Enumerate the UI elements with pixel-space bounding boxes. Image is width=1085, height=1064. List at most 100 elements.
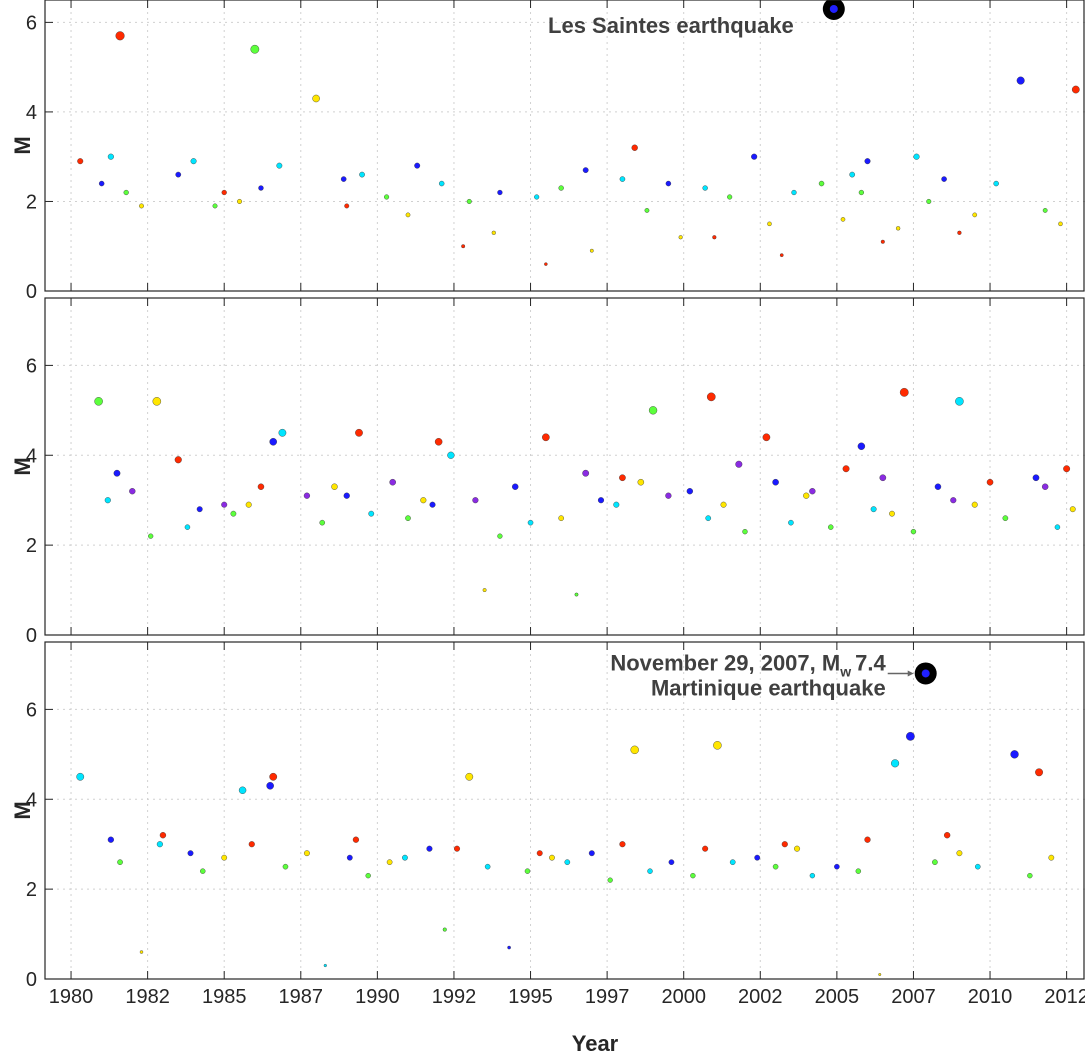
annotation: Martinique earthquake: [651, 675, 886, 700]
data-point: [941, 176, 947, 182]
data-point: [238, 786, 247, 794]
data-point: [891, 759, 900, 768]
data-point: [729, 859, 736, 866]
data-point: [889, 510, 895, 517]
data-point: [368, 510, 375, 517]
data-point: [668, 859, 675, 866]
data-point: [665, 180, 672, 187]
data-point: [712, 235, 717, 240]
data-point: [630, 745, 639, 755]
data-point: [447, 451, 455, 459]
data-point: [879, 474, 887, 482]
data-point: [484, 863, 491, 870]
annotation-subscript: w: [839, 663, 851, 679]
data-point: [482, 588, 487, 593]
data-point: [993, 180, 999, 187]
data-point: [613, 501, 620, 508]
data-point: [536, 850, 543, 857]
data-point: [1058, 221, 1063, 227]
data-point: [926, 198, 932, 204]
annotation: November 29, 2007, Mw 7.4: [610, 650, 886, 679]
data-point: [956, 850, 963, 857]
data-point: [420, 497, 427, 504]
data-point: [159, 832, 167, 839]
data-point: [472, 497, 479, 504]
data-point: [975, 863, 981, 870]
annotation: Les Saintes earthquake: [548, 13, 794, 38]
data-point: [864, 158, 871, 165]
y-tick-label: 0: [26, 625, 37, 647]
x-tick-label: 1987: [279, 986, 324, 1008]
data-point: [934, 483, 942, 490]
data-point: [312, 94, 320, 103]
data-point: [544, 262, 548, 266]
data-point: [212, 203, 218, 209]
data-point: [971, 501, 978, 508]
x-tick-label: 2010: [968, 986, 1013, 1008]
data-point: [619, 474, 626, 482]
data-point: [76, 772, 85, 781]
data-point: [115, 31, 125, 41]
annotation-text: 7.4: [855, 650, 886, 675]
data-point: [331, 483, 338, 490]
data-point: [1032, 474, 1040, 482]
data-point: [527, 519, 534, 526]
panel: [45, 642, 1085, 979]
data-point: [1002, 515, 1009, 522]
data-point: [588, 850, 595, 857]
data-point: [269, 438, 277, 446]
data-point: [772, 863, 779, 870]
data-point: [389, 478, 396, 486]
data-point: [637, 478, 645, 486]
data-point: [910, 528, 917, 535]
data-point: [77, 158, 84, 165]
x-axis-label: Year: [572, 1031, 619, 1056]
data-point: [139, 950, 144, 954]
data-point: [858, 189, 864, 196]
data-point: [751, 153, 758, 160]
data-point: [855, 868, 862, 874]
data-point: [465, 772, 474, 781]
data-point: [735, 460, 743, 468]
panel: [45, 0, 1085, 291]
data-point: [384, 194, 390, 200]
data-point: [678, 235, 683, 240]
data-point: [589, 248, 594, 253]
x-tick-label: 2007: [891, 986, 936, 1008]
data-point: [352, 836, 360, 843]
data-point: [574, 592, 579, 597]
data-point: [781, 841, 788, 848]
data-point: [258, 185, 264, 191]
data-point: [282, 863, 289, 870]
data-point: [899, 387, 909, 397]
data-point: [466, 198, 472, 204]
x-tick-label: 1995: [508, 986, 553, 1008]
x-tick-label: 1985: [202, 986, 247, 1008]
data-point: [767, 221, 772, 227]
data-point: [834, 863, 840, 870]
data-point: [1071, 85, 1080, 94]
data-point: [957, 230, 962, 235]
axes-box: [44, 0, 1085, 292]
data-point: [156, 841, 163, 848]
data-point: [702, 185, 708, 191]
annotation-text: November 29, 2007, M: [610, 650, 840, 675]
data-point: [582, 167, 589, 174]
data-point: [343, 492, 350, 499]
data-point: [355, 428, 363, 437]
data-point: [686, 488, 693, 495]
y-tick-label: 6: [26, 355, 37, 377]
data-point: [230, 510, 237, 517]
data-point: [196, 506, 203, 513]
data-point: [558, 185, 564, 191]
data-point: [880, 239, 885, 244]
data-point: [809, 488, 816, 495]
data-point: [809, 872, 816, 879]
data-point: [237, 198, 243, 204]
y-tick-label: 0: [26, 969, 37, 991]
data-point: [405, 212, 411, 218]
data-point: [303, 850, 310, 857]
data-point: [1027, 872, 1033, 879]
data-point: [972, 212, 978, 218]
data-point: [426, 845, 433, 852]
